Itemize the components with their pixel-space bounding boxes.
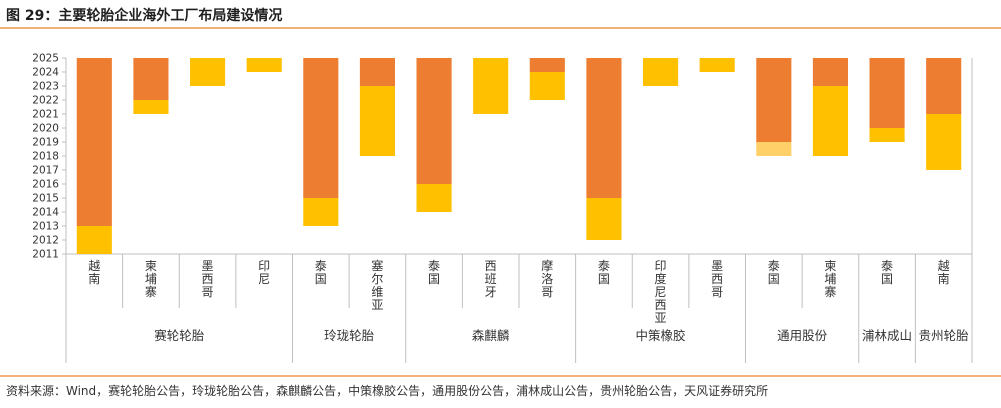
category-label: 泰国 [768,259,780,286]
bar-segment [926,114,962,170]
category-label: 越南 [88,259,100,286]
bar-segment [529,72,565,100]
category-label: 泰国 [881,259,893,286]
bar-segment [869,128,905,142]
bar-segment [586,58,622,198]
y-tick-label: 2022 [32,95,59,107]
bar-segment [133,100,169,114]
bar-segment [812,58,848,86]
category-label: 柬埔寨 [824,259,836,299]
y-tick-label: 2024 [32,67,59,79]
y-tick-label: 2015 [32,193,59,205]
bar-segment [76,226,112,254]
bar-segment [190,58,226,86]
y-tick-label: 2013 [32,221,59,233]
bar-segment [643,58,679,86]
y-tick-label: 2018 [32,151,59,163]
y-tick-label: 2012 [32,235,59,247]
bar-segment [359,86,395,156]
bar-segment [756,58,792,142]
y-tick-label: 2014 [32,207,59,219]
y-tick-label: 2023 [32,81,59,93]
bar-segment [303,58,339,198]
y-tick-label: 2011 [32,249,59,261]
bar-segment [359,58,395,86]
bar-segment [529,58,565,72]
category-label: 摩洛哥 [541,258,553,299]
bar-segment [756,142,792,156]
y-tick-label: 2019 [32,137,59,149]
source-note: 资料来源：Wind，赛轮轮胎公告，玲珑轮胎公告，森麒麟公告，中策橡胶公告，通用股… [6,384,769,398]
bar-segment [926,58,962,114]
group-label: 玲珑轮胎 [324,328,375,343]
category-label: 泰国 [428,259,440,286]
bar-segment [133,58,169,100]
title-divider [0,27,1001,29]
group-label: 中策橡胶 [636,328,686,343]
category-label: 柬埔寨 [145,259,157,299]
group-label: 森麒麟 [472,328,510,343]
category-label: 印尼 [258,259,270,286]
bar-segment [76,58,112,226]
bar-segment [812,86,848,156]
figure-title: 图 29：主要轮胎企业海外工厂布局建设情况 [6,8,283,24]
bar-segment [246,58,282,72]
category-label: 越南 [938,259,950,286]
y-tick-label: 2025 [32,53,59,65]
y-tick-label: 2020 [32,123,59,135]
category-label: 印度尼西亚 [655,259,667,325]
bar-segment [869,58,905,128]
bar-segment [303,198,339,226]
bar-segment [416,58,452,184]
source-divider [0,375,1001,377]
y-tick-label: 2021 [32,109,59,121]
y-tick-label: 2017 [32,165,59,177]
group-label: 通用股份 [777,328,828,343]
category-label: 泰国 [315,259,327,286]
bar-segment [586,198,622,240]
group-label: 赛轮轮胎 [154,328,205,343]
category-label: 泰国 [598,259,610,286]
bar-segment [416,184,452,212]
category-label: 墨西哥 [711,259,723,299]
bar-segment [699,58,735,72]
group-label: 贵州轮胎 [919,328,970,343]
category-label: 墨西哥 [202,259,214,299]
bar-segment [473,58,509,114]
category-label: 塞尔维亚 [371,258,383,312]
y-tick-label: 2016 [32,179,59,191]
timeline-bar-chart: 2011 2012 2013 2014 2015 2016 2017 2018 2019 2020… [32,53,973,363]
group-label: 浦林成山 [862,328,912,343]
category-label: 西班牙 [485,259,497,299]
